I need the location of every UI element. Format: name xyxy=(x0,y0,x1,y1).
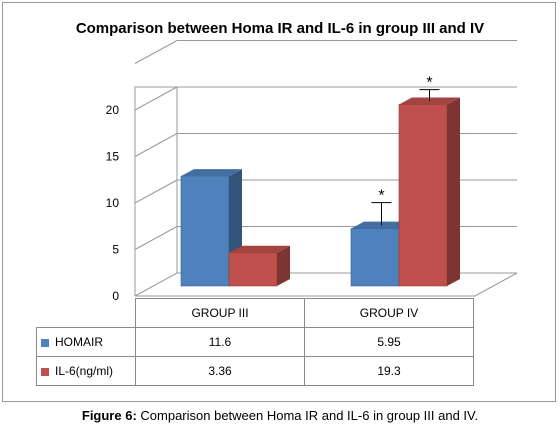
gridline-side xyxy=(134,86,178,111)
chart-floor xyxy=(134,272,518,297)
gridline-side xyxy=(134,133,178,157)
legend-swatch-homair xyxy=(41,338,49,347)
chart-bars xyxy=(180,97,460,287)
legend-label-il6: IL-6(ng/ml) xyxy=(55,364,114,378)
table-header-group-iv: GROUP IV xyxy=(304,298,474,328)
significance-asterisk: * xyxy=(378,188,384,205)
caption-text: Comparison between Homa IR and IL-6 in g… xyxy=(136,408,479,423)
bar-top xyxy=(181,169,242,177)
table-header-row: GROUP III GROUP IV xyxy=(37,298,474,328)
gridline-side xyxy=(134,179,178,204)
bar-side xyxy=(277,245,290,286)
bar-side xyxy=(447,97,460,286)
table-cell: 11.6 xyxy=(135,327,305,357)
chart-title: Comparison between Homa IR and IL-6 in g… xyxy=(75,20,485,37)
bar-homair-0 xyxy=(180,175,230,287)
side-wall-edge xyxy=(134,86,177,296)
y-tick-label: 10 xyxy=(106,196,120,210)
table-cell: 19.3 xyxy=(304,356,474,386)
bar-il-6-ng-ml--1 xyxy=(398,104,448,287)
table-cell: 5.95 xyxy=(304,327,474,357)
table-row-il6: IL-6(ng/ml) 3.36 19.3 xyxy=(36,356,474,386)
table-cell: 3.36 xyxy=(135,356,305,386)
legend-label-homair: HOMAIR xyxy=(55,335,103,349)
figure-caption: Figure 6: Comparison between Homa IR and… xyxy=(0,408,560,423)
bar-il-6-ng-ml--0 xyxy=(228,252,278,287)
significance-asterisk: * xyxy=(426,75,432,92)
gridline-side xyxy=(134,226,178,250)
y-tick-label: 0 xyxy=(112,289,119,300)
gridline-side xyxy=(134,40,178,64)
data-table: GROUP III GROUP IV HOMAIR 11.6 5.95 IL-6… xyxy=(36,298,474,386)
y-axis-ticks: 0 5 10 15 20 xyxy=(106,103,120,300)
chart-error-bars: ** xyxy=(371,75,440,226)
y-tick-label: 20 xyxy=(106,103,120,117)
table-header-group-iii: GROUP III xyxy=(135,298,305,328)
table-row-homair: HOMAIR 11.6 5.95 xyxy=(36,327,474,357)
bar-homair-1 xyxy=(350,228,400,287)
y-tick-label: 5 xyxy=(112,243,119,257)
legend-entry-il6: IL-6(ng/ml) xyxy=(36,356,136,386)
legend-swatch-il6 xyxy=(41,367,49,376)
caption-label: Figure 6: xyxy=(81,408,137,423)
legend-entry-homair: HOMAIR xyxy=(36,327,136,357)
bar-top xyxy=(229,245,290,253)
y-tick-label: 15 xyxy=(106,150,120,164)
